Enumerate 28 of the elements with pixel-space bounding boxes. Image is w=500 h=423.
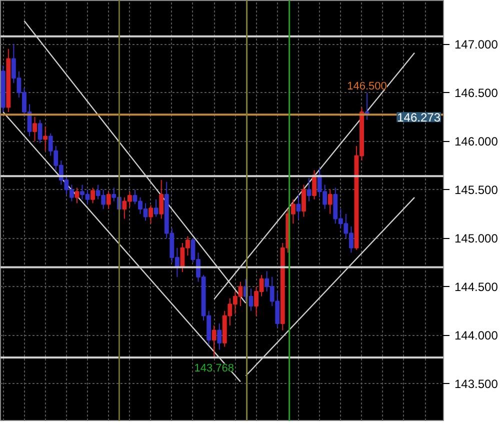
candlestick xyxy=(302,184,306,218)
y-tick-label: 144.500 xyxy=(454,280,498,294)
annotation: 143.768 xyxy=(194,362,234,375)
annotation: 146.500 xyxy=(347,80,387,93)
candlestick xyxy=(306,178,312,202)
candlestick xyxy=(43,126,48,152)
candlestick xyxy=(296,194,301,220)
y-tick-label: 145.000 xyxy=(454,232,498,246)
y-tick-label: 145.500 xyxy=(454,183,498,198)
candlestick xyxy=(106,191,111,210)
candlestick xyxy=(290,198,296,224)
candlestick xyxy=(148,204,154,224)
candlestick xyxy=(154,198,158,218)
candlestick xyxy=(38,119,42,144)
candlestick xyxy=(90,187,96,204)
candlestick xyxy=(32,116,37,142)
y-tick-label: 146.000 xyxy=(454,134,498,149)
candlestick xyxy=(212,324,216,358)
y-tick-label: 144.000 xyxy=(454,328,498,343)
candlestick xyxy=(159,179,164,220)
y-tick-label: 143.500 xyxy=(454,377,498,392)
candlestick xyxy=(328,189,332,214)
ref-line-label: 146.273 xyxy=(397,110,441,125)
candlestick xyxy=(312,170,317,200)
candlestick xyxy=(217,323,222,350)
y-tick-label: 147.000 xyxy=(454,38,498,52)
y-tick-label: 146.500 xyxy=(454,86,498,100)
candlestick xyxy=(74,187,80,204)
